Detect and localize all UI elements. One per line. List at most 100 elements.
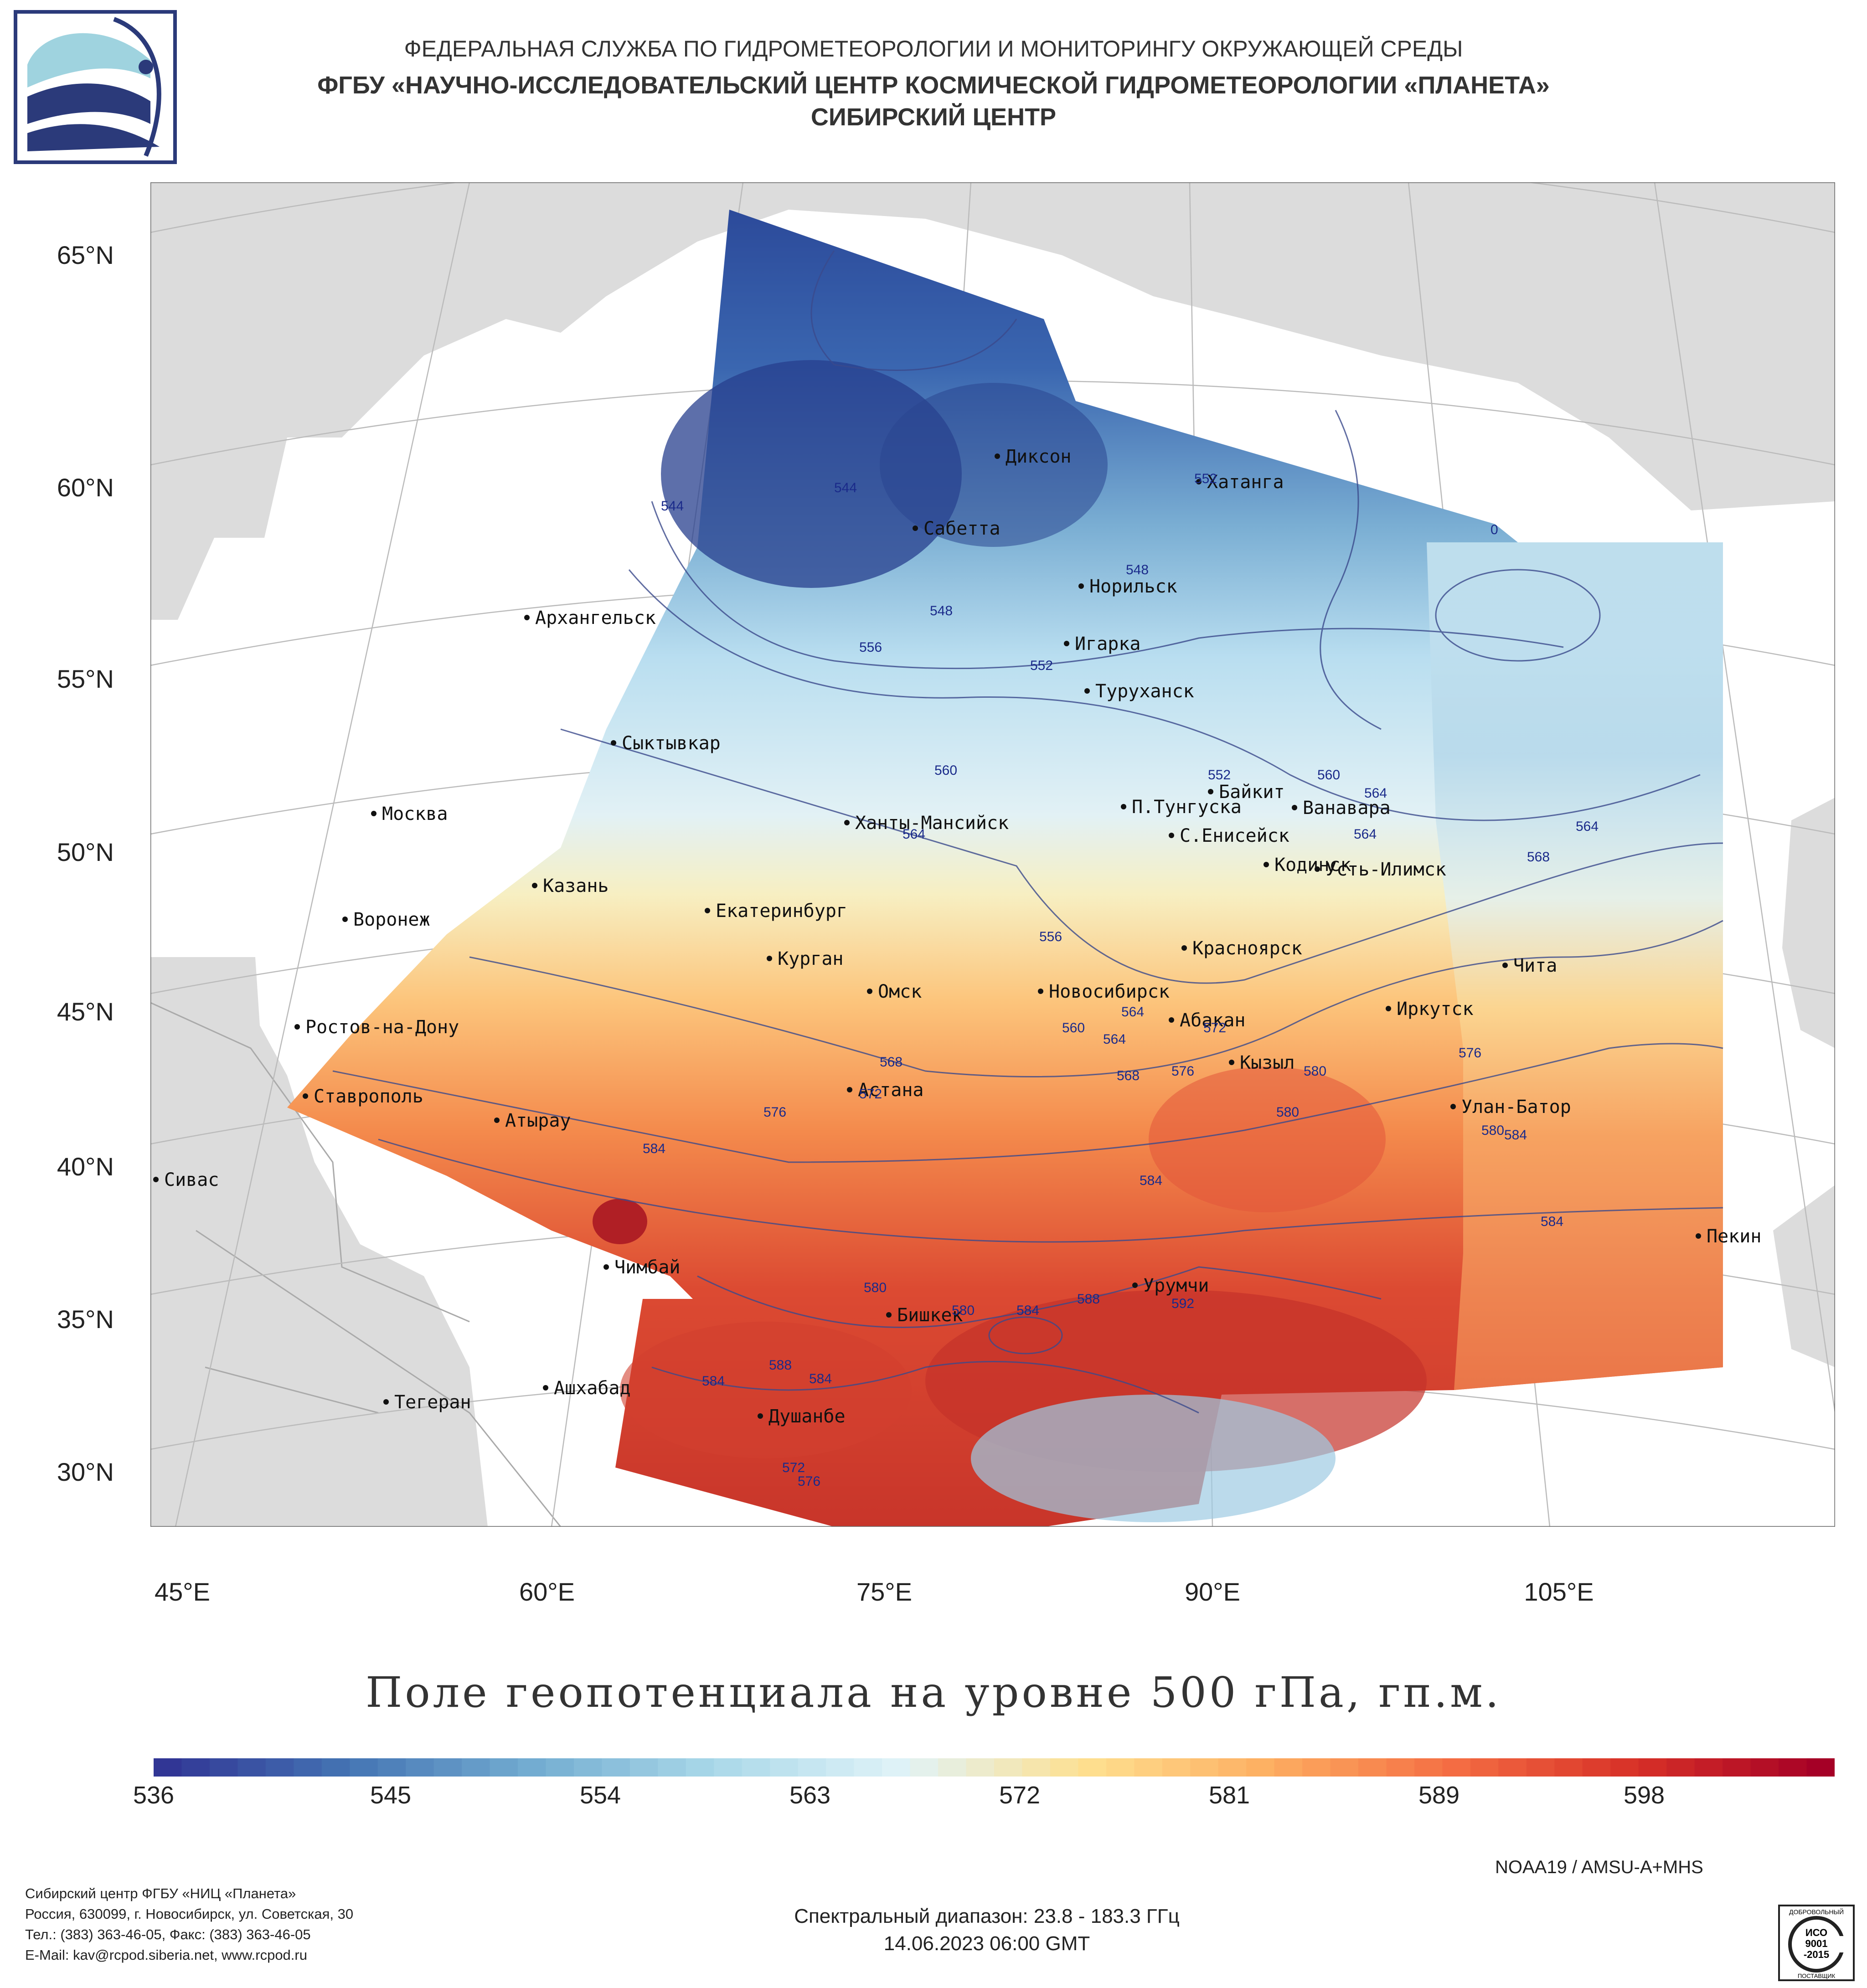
colorbar-segment (1554, 1758, 1583, 1777)
colorbar-segment (882, 1758, 911, 1777)
lon-label-105: 105°E (1524, 1577, 1594, 1606)
colorbar-segment (546, 1758, 574, 1777)
city-marker (1084, 688, 1090, 694)
org-address: Россия, 630099, г. Новосибирск, ул. Сове… (25, 1906, 354, 1922)
colorbar-segment (1638, 1758, 1667, 1777)
colorbar-segment (1610, 1758, 1639, 1777)
planeta-logo (14, 10, 177, 164)
city-label: Бишкек (897, 1305, 963, 1326)
colorbar-segment (294, 1758, 322, 1777)
city-label: Атырау (505, 1110, 571, 1131)
branch-title: СИБИРСКИЙ ЦЕНТР (810, 103, 1057, 131)
colorbar-segment (1806, 1758, 1835, 1777)
city-marker (1121, 804, 1126, 809)
city-label: Байкит (1219, 782, 1285, 803)
colorbar-segment (966, 1758, 995, 1777)
iso-text-2: 9001 (1805, 1938, 1828, 1949)
colorbar-segment (1498, 1758, 1527, 1777)
city-marker (1181, 945, 1187, 951)
city-label: Чимбай (614, 1257, 681, 1278)
colorbar-label-598: 598 (1623, 1782, 1665, 1809)
city-marker (524, 615, 530, 620)
geopotential-map: Диксон Хатанга Сабетта Норильск Архангельск И… (150, 182, 1835, 1527)
colorbar-label-563: 563 (789, 1782, 831, 1809)
city-marker (1315, 866, 1320, 872)
org-contacts: Сибирский центр ФГБУ «НИЦ «Планета» Росс… (25, 1883, 353, 1965)
colorbar-segment (181, 1758, 210, 1777)
colorbar-segment (1302, 1758, 1331, 1777)
colorbar-segment (602, 1758, 630, 1777)
colorbar-segment (433, 1758, 463, 1777)
contour-label: 584 (1016, 1303, 1039, 1318)
contour-label: 588 (769, 1358, 792, 1373)
contour-label: 572 (1203, 1020, 1226, 1035)
lat-label-55: 55°N (57, 664, 114, 693)
contour-label: 564 (1354, 827, 1377, 842)
city-marker (383, 1399, 389, 1405)
city-marker (1264, 862, 1269, 867)
colorbar-segment (377, 1758, 407, 1777)
contour-label: 584 (1541, 1214, 1563, 1229)
contour-label: 560 (934, 763, 957, 778)
city-label: Хатанга (1207, 472, 1284, 493)
colorbar-segment (1134, 1758, 1163, 1777)
iso-certification-badge: ДОБРОВОЛЬНЫЙ ИСО 9001 -2015 ПОСТАВЩИК (1778, 1905, 1855, 1981)
city-label: Ванавара (1303, 798, 1391, 819)
colorbar-segment (1414, 1758, 1443, 1777)
colorbar-segment (658, 1758, 686, 1777)
colorbar-segment (518, 1758, 547, 1777)
colorbar (154, 1758, 1835, 1777)
colorbar-segment (209, 1758, 238, 1777)
city-marker (913, 525, 918, 531)
colorbar-segment (629, 1758, 659, 1777)
colorbar-segment (1190, 1758, 1219, 1777)
colorbar-segment (1162, 1758, 1191, 1777)
colorbar-segment (1386, 1758, 1415, 1777)
colorbar-segment (462, 1758, 490, 1777)
lat-label-65: 65°N (57, 241, 114, 269)
city-marker (294, 1024, 300, 1030)
contour-label: 584 (1504, 1128, 1527, 1143)
city-marker (1208, 789, 1213, 794)
city-marker (1064, 641, 1069, 646)
city-label: Воронеж (353, 909, 430, 930)
contour-label: 568 (1527, 850, 1550, 865)
colorbar-segment (406, 1758, 434, 1777)
colorbar-segment (742, 1758, 771, 1777)
city-marker (532, 883, 537, 888)
colorbar-segment (1582, 1758, 1611, 1777)
contour-label: 580 (1276, 1105, 1299, 1120)
city-label: Москва (382, 803, 448, 824)
city-label: Сабетта (923, 518, 1001, 539)
contour-label: 584 (643, 1141, 665, 1156)
contour-label: 580 (864, 1280, 887, 1295)
city-label: Екатеринбург (716, 901, 847, 922)
city-marker (1169, 1017, 1174, 1023)
city-marker (995, 453, 1000, 459)
colorbar-segment (237, 1758, 266, 1777)
colorbar-segment (1246, 1758, 1275, 1777)
city-marker (847, 1087, 852, 1092)
city-marker (494, 1118, 500, 1123)
city-label: Ашхабад (554, 1378, 631, 1399)
contour-label: 564 (903, 827, 925, 842)
contour-label: 576 (1171, 1064, 1194, 1079)
colorbar-label-572: 572 (999, 1782, 1041, 1809)
city-label: Астана (858, 1080, 924, 1101)
city-label: Пекин (1707, 1226, 1761, 1247)
colorbar-segment (1442, 1758, 1471, 1777)
iso-text-1: ИСО (1805, 1927, 1827, 1938)
city-marker (1450, 1104, 1456, 1109)
lat-label-30: 30°N (57, 1458, 114, 1486)
city-label: Омск (878, 981, 922, 1002)
city-marker (1696, 1233, 1701, 1239)
colorbar-segment (1330, 1758, 1359, 1777)
city-marker (844, 820, 850, 825)
colorbar-segment (938, 1758, 967, 1777)
colorbar-segment (490, 1758, 519, 1777)
contour-label: 584 (702, 1374, 725, 1389)
colorbar-segment (154, 1758, 182, 1777)
contour-label: 576 (1459, 1046, 1481, 1061)
city-label: Чита (1513, 955, 1557, 976)
contour-label: 544 (661, 499, 684, 514)
